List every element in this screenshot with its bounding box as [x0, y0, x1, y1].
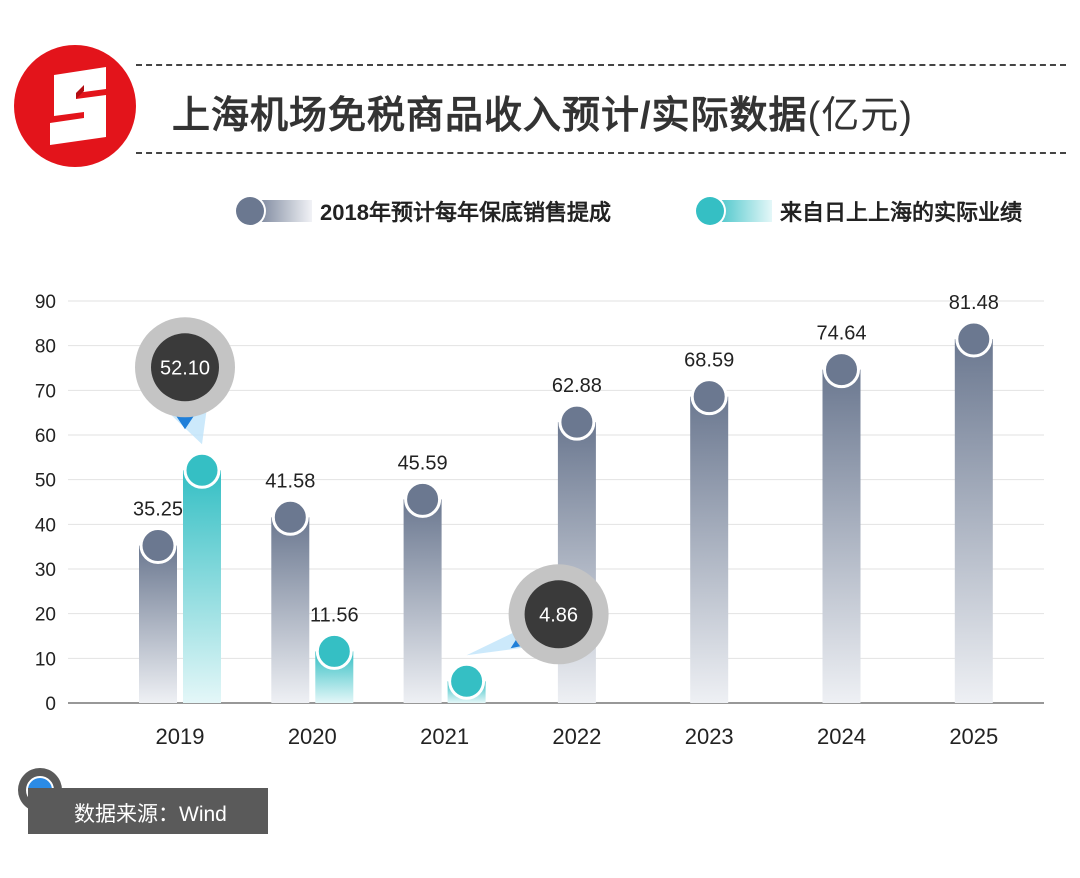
- bar-cap-actual-2020: [315, 632, 353, 670]
- x-tick-label: 2019: [156, 724, 205, 749]
- data-label-actual: 11.56: [310, 604, 359, 626]
- data-label-forecast: 62.88: [552, 375, 602, 397]
- bar-cap-forecast-2024: [823, 351, 860, 389]
- bar-cap-forecast-2025: [955, 320, 993, 358]
- legend-item-forecast: 2018年预计每年保底销售提成: [236, 192, 611, 230]
- bar-cap-forecast-2021: [404, 480, 442, 518]
- y-tick-label: 70: [35, 381, 56, 402]
- data-label-forecast: 74.64: [816, 323, 866, 345]
- callouts-layer: 52.10 4.86: [135, 317, 609, 665]
- x-tick-label: 2024: [817, 724, 866, 749]
- bar-cap-actual-2019: [183, 451, 221, 489]
- x-tick-label: 2022: [552, 724, 601, 749]
- bar-actual-2019: [183, 470, 221, 703]
- bar-forecast-2025: [954, 339, 993, 703]
- callout-bubble: [524, 580, 593, 649]
- legend-item-actual: 来自日上上海的实际业绩: [696, 192, 1022, 230]
- y-tick-label: 20: [35, 605, 56, 626]
- callout-bubble: [151, 333, 219, 402]
- bar-cap-forecast-2019: [139, 527, 177, 565]
- brand-logo: [14, 45, 136, 167]
- callout-label: 52.10: [160, 357, 210, 379]
- labels-layer: 35.25 2019 41.58 11.56 2020 45.59 2021 62.88 202…: [133, 292, 999, 749]
- y-tick-label: 30: [35, 560, 56, 581]
- logo-s-icon: [50, 67, 106, 145]
- x-tick-label: 2021: [420, 724, 469, 749]
- x-tick-label: 2023: [685, 724, 734, 749]
- y-tick-label: 50: [35, 471, 56, 492]
- bar-forecast-2020: [271, 517, 310, 703]
- title-unit: (亿元): [807, 95, 913, 137]
- legend-swatch-actual: [696, 197, 772, 225]
- y-tick-label: 40: [35, 515, 56, 536]
- bar-cap-forecast-2020: [271, 498, 309, 536]
- bar-forecast-2024: [822, 369, 861, 703]
- source-note: 数据来源：Wind: [28, 788, 268, 834]
- data-label-forecast: 35.25: [133, 499, 183, 521]
- bars-layer: [139, 320, 993, 703]
- y-tick-label: 90: [35, 292, 56, 313]
- bar-cap-forecast-2023: [690, 378, 728, 416]
- y-tick-label: 60: [35, 426, 56, 447]
- grid-layer: 0 10 20 30 40 50 60 70 80 90: [35, 292, 1044, 715]
- x-tick-label: 2025: [949, 724, 998, 749]
- title-top-rule: [136, 64, 1066, 66]
- x-tick-label: 2020: [288, 724, 337, 749]
- data-label-forecast: 41.58: [265, 470, 315, 492]
- legend-label-forecast: 2018年预计每年保底销售提成: [320, 200, 611, 225]
- title-bottom-rule: [136, 152, 1066, 154]
- bar-forecast-2019: [139, 545, 177, 703]
- y-tick-label: 10: [35, 649, 56, 670]
- chart-title: 上海机场免税商品收入预计/实际数据(亿元): [172, 84, 913, 139]
- bar-forecast-2023: [690, 396, 729, 703]
- bar-cap-actual-2021: [448, 662, 486, 700]
- callout-label: 4.86: [539, 604, 578, 626]
- bar-forecast-2021: [403, 499, 442, 703]
- legend-swatch-forecast: [236, 197, 312, 225]
- data-label-forecast: 45.59: [398, 452, 448, 474]
- title-text: 上海机场免税商品收入预计/实际数据: [172, 95, 808, 137]
- data-label-forecast: 68.59: [684, 350, 734, 372]
- legend-label-actual: 来自日上上海的实际业绩: [780, 200, 1023, 225]
- y-tick-label: 80: [35, 337, 56, 358]
- data-label-forecast: 81.48: [949, 292, 999, 314]
- y-tick-label: 0: [45, 694, 56, 715]
- bar-cap-forecast-2022: [558, 403, 596, 441]
- source-text: 数据来源：Wind: [74, 803, 227, 826]
